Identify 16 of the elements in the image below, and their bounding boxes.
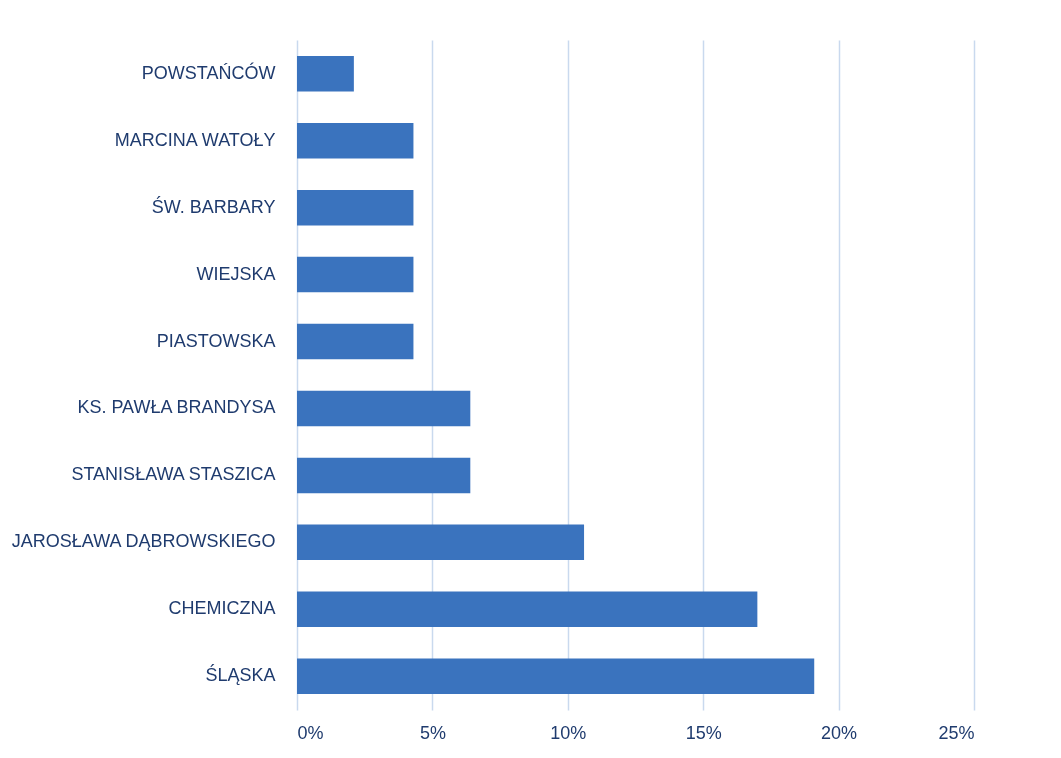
x-tick-label: 10% (550, 722, 587, 743)
y-tick-label: CHEMICZNA (168, 598, 276, 619)
x-tick-label: 0% (297, 722, 324, 743)
y-tick-label: ŚLĄSKA (205, 664, 276, 686)
y-tick-label: MARCINA WATOŁY (114, 129, 276, 150)
y-tick-label: KS. PAWŁA BRANDYSA (77, 397, 276, 418)
y-tick-label: ŚW. BARBARY (151, 195, 276, 217)
x-tick-label: 25% (938, 722, 975, 743)
y-tick-label: STANISŁAWA STASZICA (71, 464, 276, 485)
y-tick-label: JAROSŁAWA DĄBROWSKIEGO (11, 531, 276, 552)
x-tick-label: 15% (685, 722, 722, 743)
x-tick-label: 20% (821, 722, 858, 743)
y-tick-label: PIASTOWSKA (156, 330, 276, 351)
y-tick-label: POWSTAŃCÓW (141, 61, 276, 83)
y-tick-label: WIEJSKA (196, 263, 276, 284)
x-tick-label: 5% (419, 722, 446, 743)
